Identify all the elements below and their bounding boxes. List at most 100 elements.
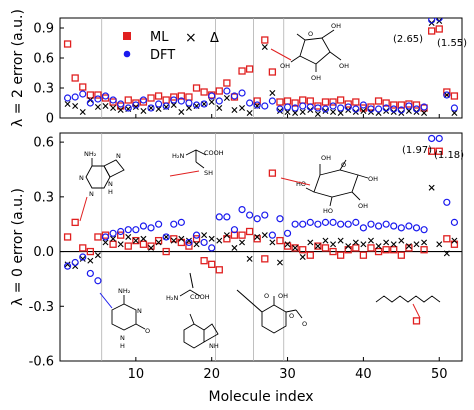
dft-point-47: [412, 105, 421, 113]
legend-dft-label: DFT: [150, 48, 175, 63]
x-tick-label: 50: [431, 367, 448, 382]
cross-point-46: [405, 108, 412, 114]
dft-point-45: [397, 224, 405, 232]
ml-point-13: [154, 236, 163, 245]
legend-cross-label: ×: [185, 30, 197, 46]
aspirin-o-1: O: [264, 292, 269, 300]
x-tick-label: 30: [279, 367, 296, 382]
dft-point-23: [230, 226, 239, 234]
ml-point-7: [109, 98, 117, 106]
ml-point-43: [382, 99, 390, 107]
dft-point-9: [124, 226, 132, 234]
cross-point-13: [155, 239, 162, 246]
dft-point-31: [291, 104, 299, 112]
ml-point-6: [101, 94, 110, 102]
cross-point-2: [72, 103, 79, 109]
dft-point-5: [94, 277, 102, 285]
ml-point-45: [397, 101, 405, 109]
dft-point-10: [132, 101, 140, 109]
dft-point-13: [155, 220, 163, 228]
ml-point-13: [154, 92, 163, 100]
cross-point-21: [216, 105, 223, 111]
cross-point-51: [443, 92, 450, 98]
cross-point-34: [314, 243, 321, 250]
cross-point-11: [140, 108, 147, 114]
top-y-ticks: 0 0.3 0.6 0.9: [33, 22, 64, 127]
aspirin-structure: O OH O O: [236, 289, 307, 334]
aminoacid-h2n: H₂N: [166, 294, 178, 302]
dft-point-1: [63, 262, 72, 270]
cross-point-27: [261, 232, 268, 239]
ml-point-45: [397, 251, 405, 259]
cross-point-24: [239, 239, 246, 246]
ml-point-4: [86, 91, 94, 99]
glucose-pointer: [280, 177, 311, 186]
ml-point-8: [117, 102, 125, 110]
y-tick-label: 0.3: [33, 190, 54, 205]
cross-point-34: [314, 111, 321, 117]
cross-point-6: [102, 239, 109, 246]
ml-point-44: [390, 101, 398, 109]
cytosine-h: H: [120, 342, 125, 350]
cross-point-16: [178, 109, 185, 115]
cross-point-17: [185, 237, 192, 244]
cross-point-37: [337, 237, 344, 244]
dft-point-32: [299, 102, 307, 110]
ml-point-2: [71, 218, 79, 227]
dft-point-18: [192, 101, 201, 109]
ml-point-7: [109, 240, 117, 248]
ml-point-14: [162, 96, 170, 104]
cross-point-42: [375, 243, 382, 250]
adenine-structure: NH₂ N N N N H: [79, 150, 125, 222]
cross-point-8: [117, 241, 124, 248]
cross-point-21: [216, 237, 223, 244]
cross-point-9: [125, 233, 132, 240]
cross-point-30: [284, 241, 291, 248]
dft-point-16: [177, 97, 185, 105]
ml-point-2: [71, 74, 79, 82]
aminoacid-pointer: [189, 272, 194, 289]
ml-point-24: [238, 231, 246, 239]
ml-point-38: [344, 100, 352, 108]
ml-point-16: [177, 92, 186, 100]
cysteine-pointer: [169, 170, 200, 177]
ml-point-26: [253, 235, 261, 243]
cross-point-4: [87, 257, 94, 264]
ml-point-3: [79, 83, 87, 91]
dft-point-46: [405, 102, 413, 110]
dft-point-36: [329, 218, 337, 226]
y-tick-label: 0.6: [33, 136, 54, 151]
dft-point-52: [450, 104, 459, 112]
ml-point-19: [200, 257, 208, 265]
dft-point-24: [238, 89, 246, 97]
cross-point-22: [223, 232, 230, 239]
ml-point-31: [291, 244, 299, 252]
glucose-ho-2: HO: [323, 207, 333, 215]
dft-point-48: [420, 103, 428, 111]
bottom-x-ticks: 10 20 30 40 50: [128, 357, 448, 382]
cross-point-14: [163, 233, 170, 240]
dft-point-39: [352, 105, 360, 113]
dft-point-27: [261, 211, 269, 219]
dft-point-25: [246, 99, 254, 107]
ml-point-44: [390, 246, 398, 254]
dft-point-35: [321, 218, 330, 226]
ml-point-42: [374, 247, 383, 256]
adenine-pointer: [79, 196, 88, 222]
top-annotation-right: (1.55): [437, 38, 467, 49]
dft-point-15: [170, 96, 178, 104]
ml-point-20: [208, 260, 216, 268]
cytosine-n3: N: [137, 307, 142, 315]
dft-point-18: [192, 231, 201, 239]
ml-point-12: [147, 94, 155, 102]
cross-point-52: [451, 237, 458, 244]
ml-point-18: [192, 84, 201, 92]
y-tick-label: -0.3: [29, 300, 54, 315]
bottom-panel: -0.6 -0.3 0.0 0.3 0.6 10 20 30 40 50 λ = 0 error…: [10, 132, 464, 405]
dft-point-41: [367, 105, 375, 113]
cross-point-3: [79, 109, 86, 115]
cross-point-28: [269, 239, 276, 246]
cysteine-sh: SH: [204, 169, 213, 177]
bottom-plot-frame: [59, 132, 463, 362]
ml-point-22: [223, 79, 231, 87]
